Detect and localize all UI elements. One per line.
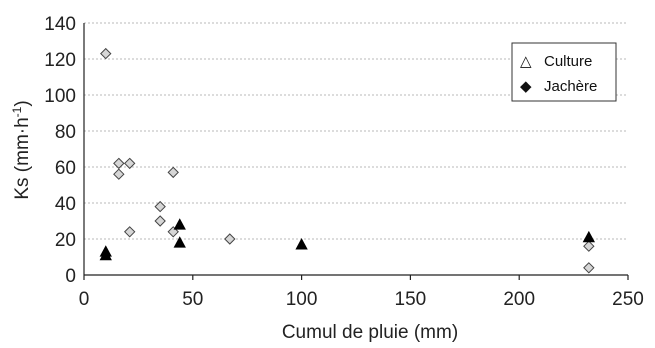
point-culture [99,248,112,261]
point-jachere [113,157,125,170]
y-axis-title-sup: -1 [10,106,24,117]
x-tick-label: 100 [286,289,318,310]
y-tick-label: 60 [55,158,76,179]
y-tick-label: 80 [55,122,76,143]
x-axis-title: Cumul de pluie (mm) [282,322,458,343]
point-jachere [154,215,166,227]
y-axis-title-close: ) [12,100,33,106]
point-culture [295,238,308,250]
point-jachere [123,226,136,238]
y-axis-title-main: Ks (mm·h [12,117,33,199]
x-tick-label: 250 [612,289,644,310]
x-tick-label: 200 [503,289,535,310]
point-jachere [123,157,136,170]
point-jachere [583,262,595,274]
x-tick-label: 0 [79,289,90,310]
legend-symbol-jachere: ◆ [520,78,532,95]
y-tick-label: 20 [55,230,76,251]
legend: △ Culture ◆ Jachère [511,42,617,102]
point-jachere [113,168,125,180]
y-tick-labels: 0 20 40 60 80 100 120 140 [44,14,76,287]
legend-label-jachere: Jachère [544,78,597,95]
point-jachere [224,233,236,245]
y-tick-label: 100 [44,86,76,107]
point-jachere [583,240,595,252]
axes [83,23,629,280]
x-tick-label: 150 [395,289,427,310]
point-jachere [154,200,166,213]
point-jachere [167,166,179,179]
legend-symbol-culture: △ [520,53,532,70]
x-tick-label: 50 [182,289,203,310]
y-tick-label: 0 [65,266,76,287]
point-culture [582,230,596,243]
legend-box [511,42,617,102]
y-tick-label: 120 [44,50,76,71]
y-tick-label: 140 [44,14,76,35]
point-jachere [100,47,112,60]
y-axis-title: Ks (mm·h-1) [10,100,33,199]
data-points [99,47,596,274]
point-culture [173,218,186,230]
legend-label-culture: Culture [544,53,592,70]
y-tick-label: 40 [55,194,76,215]
x-tick-labels: 0 50 100 150 200 250 [79,289,644,310]
point-culture [173,236,186,248]
